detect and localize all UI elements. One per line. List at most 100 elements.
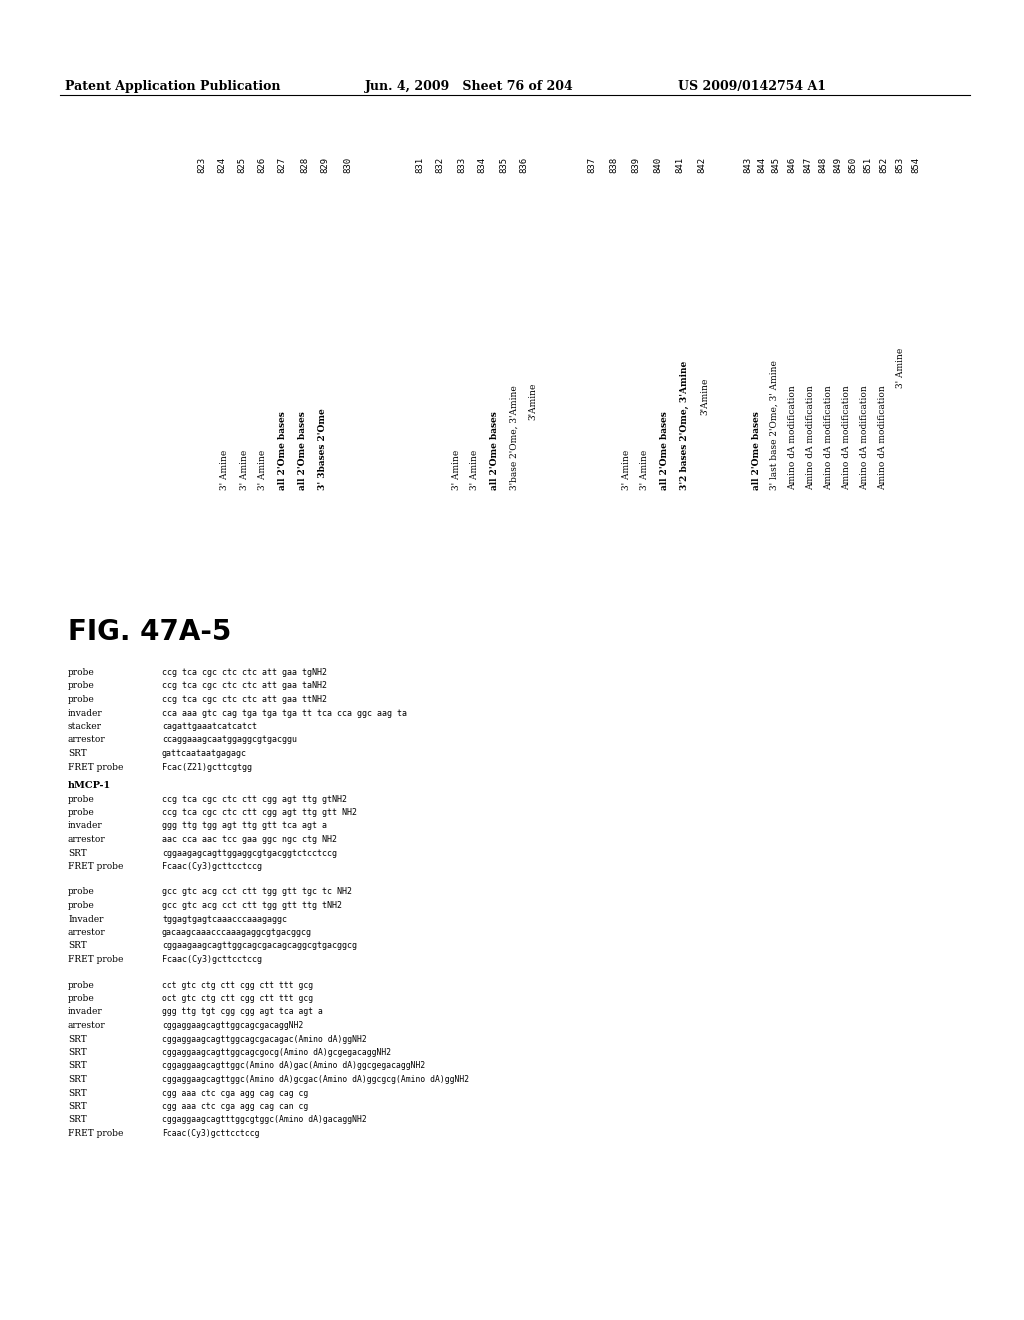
Text: cct gtc ctg ctt cgg ctt ttt gcg: cct gtc ctg ctt cgg ctt ttt gcg (162, 981, 313, 990)
Text: 834: 834 (477, 157, 486, 173)
Text: cgg aaa ctc cga agg cag cag cg: cgg aaa ctc cga agg cag cag cg (162, 1089, 308, 1097)
Text: 835: 835 (500, 157, 509, 173)
Text: 851: 851 (863, 157, 872, 173)
Text: arrestor: arrestor (68, 928, 105, 937)
Text: Patent Application Publication: Patent Application Publication (65, 81, 281, 92)
Text: ggg ttg tgg agt ttg gtt tca agt a: ggg ttg tgg agt ttg gtt tca agt a (162, 821, 327, 830)
Text: all 2'Ome bases: all 2'Ome bases (752, 412, 761, 490)
Text: invader: invader (68, 709, 102, 718)
Text: gacaagcaaacccaaagaggcgtgacggcg: gacaagcaaacccaaagaggcgtgacggcg (162, 928, 312, 937)
Text: probe: probe (68, 902, 95, 909)
Text: Fcaac(Cy3)gcttcctccg: Fcaac(Cy3)gcttcctccg (162, 954, 262, 964)
Text: SRT: SRT (68, 941, 87, 950)
Text: Amino dA modification: Amino dA modification (842, 385, 851, 490)
Text: arrestor: arrestor (68, 1020, 105, 1030)
Text: 844: 844 (758, 157, 767, 173)
Text: 846: 846 (787, 157, 797, 173)
Text: probe: probe (68, 668, 95, 677)
Text: Amino dA modification: Amino dA modification (806, 385, 815, 490)
Text: SRT: SRT (68, 1048, 87, 1057)
Text: 850: 850 (849, 157, 857, 173)
Text: ccg tca cgc ctc ctt cgg agt ttg gtNH2: ccg tca cgc ctc ctt cgg agt ttg gtNH2 (162, 795, 347, 804)
Text: Amino dA modification: Amino dA modification (788, 385, 797, 490)
Text: SRT: SRT (68, 1061, 87, 1071)
Text: 827: 827 (278, 157, 287, 173)
Text: Amino dA modification: Amino dA modification (824, 385, 833, 490)
Text: 837: 837 (588, 157, 597, 173)
Text: 843: 843 (743, 157, 753, 173)
Text: tggagtgagtcaaacccaaagaggc: tggagtgagtcaaacccaaagaggc (162, 915, 287, 924)
Text: 3' Amine: 3' Amine (452, 450, 461, 490)
Text: cggaggaagcagtttggcgtggc(Amino dA)gacaggNH2: cggaggaagcagtttggcgtggc(Amino dA)gacaggN… (162, 1115, 367, 1125)
Text: all 2'Ome bases: all 2'Ome bases (298, 412, 307, 490)
Text: cggaggaagcagttggc(Amino dA)gcgac(Amino dA)ggcgcg(Amino dA)ggNH2: cggaggaagcagttggc(Amino dA)gcgac(Amino d… (162, 1074, 469, 1084)
Text: 845: 845 (771, 157, 780, 173)
Text: ccg tca cgc ctc ctc att gaa taNH2: ccg tca cgc ctc ctc att gaa taNH2 (162, 681, 327, 690)
Text: 830: 830 (343, 157, 352, 173)
Text: 825: 825 (238, 157, 247, 173)
Text: all 2'Ome bases: all 2'Ome bases (278, 412, 287, 490)
Text: cggaggaagcagttggcagcgacaggNH2: cggaggaagcagttggcagcgacaggNH2 (162, 1020, 303, 1030)
Text: cggaggaagcagttggc(Amino dA)gac(Amino dA)ggcgegacaggNH2: cggaggaagcagttggc(Amino dA)gac(Amino dA)… (162, 1061, 425, 1071)
Text: FRET probe: FRET probe (68, 954, 123, 964)
Text: 3'2 bases 2'Ome, 3'Amine: 3'2 bases 2'Ome, 3'Amine (680, 360, 689, 490)
Text: Fcaac(Cy3)gcttcctccg: Fcaac(Cy3)gcttcctccg (162, 862, 262, 871)
Text: hMCP-1: hMCP-1 (68, 781, 112, 789)
Text: gattcaataatgagagc: gattcaataatgagagc (162, 748, 247, 758)
Text: stacker: stacker (68, 722, 102, 731)
Text: probe: probe (68, 696, 95, 704)
Text: all 2'Ome bases: all 2'Ome bases (490, 412, 499, 490)
Text: Fcac(Z21)gcttcgtgg: Fcac(Z21)gcttcgtgg (162, 763, 252, 771)
Text: Amino dA modification: Amino dA modification (860, 385, 869, 490)
Text: Jun. 4, 2009   Sheet 76 of 204: Jun. 4, 2009 Sheet 76 of 204 (365, 81, 573, 92)
Text: 3'Amine: 3'Amine (700, 378, 709, 414)
Text: ccg tca cgc ctc ctt cgg agt ttg gtt NH2: ccg tca cgc ctc ctt cgg agt ttg gtt NH2 (162, 808, 357, 817)
Text: US 2009/0142754 A1: US 2009/0142754 A1 (678, 81, 826, 92)
Text: 3'base 2'Ome, 3'Amine: 3'base 2'Ome, 3'Amine (510, 385, 519, 490)
Text: 853: 853 (896, 157, 904, 173)
Text: 3' Amine: 3' Amine (622, 450, 631, 490)
Text: invader: invader (68, 1007, 102, 1016)
Text: 3' Amine: 3' Amine (640, 450, 649, 490)
Text: all 2'Ome bases: all 2'Ome bases (660, 412, 669, 490)
Text: 833: 833 (458, 157, 467, 173)
Text: 852: 852 (880, 157, 889, 173)
Text: 823: 823 (198, 157, 207, 173)
Text: FRET probe: FRET probe (68, 763, 123, 771)
Text: 3' last base 2'Ome, 3' Amine: 3' last base 2'Ome, 3' Amine (770, 360, 779, 490)
Text: 826: 826 (257, 157, 266, 173)
Text: probe: probe (68, 887, 95, 896)
Text: gcc gtc acg cct ctt tgg gtt ttg tNH2: gcc gtc acg cct ctt tgg gtt ttg tNH2 (162, 902, 342, 909)
Text: probe: probe (68, 795, 95, 804)
Text: invader: invader (68, 821, 102, 830)
Text: 3' 3bases 2'Ome: 3' 3bases 2'Ome (318, 408, 327, 490)
Text: gcc gtc acg cct ctt tgg gtt tgc tc NH2: gcc gtc acg cct ctt tgg gtt tgc tc NH2 (162, 887, 352, 896)
Text: 824: 824 (217, 157, 226, 173)
Text: cggaagagcagttggaggcgtgacggtctcctccg: cggaagagcagttggaggcgtgacggtctcctccg (162, 849, 337, 858)
Text: SRT: SRT (68, 849, 87, 858)
Text: 3'Amine: 3'Amine (528, 383, 537, 420)
Text: 836: 836 (519, 157, 528, 173)
Text: Fcaac(Cy3)gcttcctccg: Fcaac(Cy3)gcttcctccg (162, 1129, 259, 1138)
Text: 841: 841 (676, 157, 684, 173)
Text: SRT: SRT (68, 1035, 87, 1044)
Text: SRT: SRT (68, 1089, 87, 1097)
Text: ccg tca cgc ctc ctc att gaa tgNH2: ccg tca cgc ctc ctc att gaa tgNH2 (162, 668, 327, 677)
Text: 854: 854 (911, 157, 921, 173)
Text: 832: 832 (435, 157, 444, 173)
Text: SRT: SRT (68, 748, 87, 758)
Text: ggg ttg tgt cgg cgg agt tca agt a: ggg ttg tgt cgg cgg agt tca agt a (162, 1007, 323, 1016)
Text: SRT: SRT (68, 1102, 87, 1111)
Text: oct gtc ctg ctt cgg ctt ttt gcg: oct gtc ctg ctt cgg ctt ttt gcg (162, 994, 313, 1003)
Text: arrestor: arrestor (68, 836, 105, 843)
Text: cggaggaagcagttggcagcgocg(Amino dA)gcgegacaggNH2: cggaggaagcagttggcagcgocg(Amino dA)gcgega… (162, 1048, 391, 1057)
Text: probe: probe (68, 981, 95, 990)
Text: 840: 840 (653, 157, 663, 173)
Text: 828: 828 (300, 157, 309, 173)
Text: Invader: Invader (68, 915, 103, 924)
Text: ccaggaaagcaatggaggcgtgacggu: ccaggaaagcaatggaggcgtgacggu (162, 735, 297, 744)
Text: 829: 829 (321, 157, 330, 173)
Text: 3' Amine: 3' Amine (896, 347, 905, 388)
Text: 3' Amine: 3' Amine (240, 450, 249, 490)
Text: probe: probe (68, 808, 95, 817)
